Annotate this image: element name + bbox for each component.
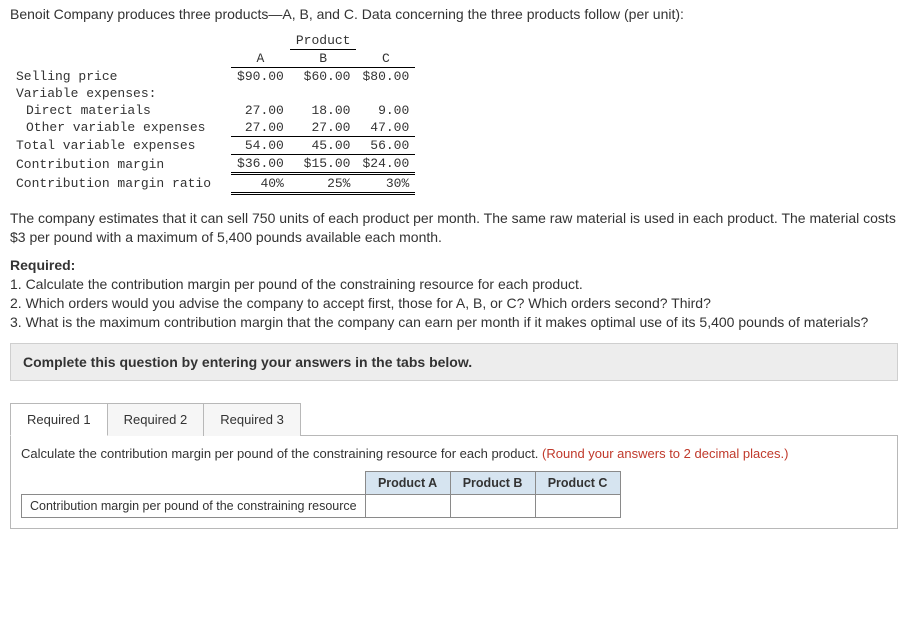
requirement-1: 1. Calculate the contribution margin per… xyxy=(10,275,898,294)
narrative-text: The company estimates that it can sell 7… xyxy=(10,209,898,247)
col-b: B xyxy=(290,50,357,68)
row-label: Contribution margin xyxy=(10,155,231,174)
col-c: C xyxy=(356,50,415,68)
row-label: Selling price xyxy=(10,68,231,86)
rounding-hint: (Round your answers to 2 decimal places.… xyxy=(542,446,788,461)
ans-col-b: Product B xyxy=(450,472,535,495)
row-label: Contribution margin ratio xyxy=(10,174,231,194)
row-label: Other variable expenses xyxy=(10,119,231,137)
input-product-c[interactable] xyxy=(535,495,620,518)
panel-instruction: Calculate the contribution margin per po… xyxy=(21,446,887,461)
tab-required-2[interactable]: Required 2 xyxy=(107,403,205,436)
tabs-row: Required 1 Required 2 Required 3 xyxy=(10,403,898,436)
tab-required-1[interactable]: Required 1 xyxy=(10,403,108,436)
ans-row-label: Contribution margin per pound of the con… xyxy=(22,495,366,518)
requirement-3: 3. What is the maximum contribution marg… xyxy=(10,313,898,332)
col-a: A xyxy=(231,50,290,68)
intro-text: Benoit Company produces three products—A… xyxy=(10,6,898,22)
product-data-table: Product A B C Selling price $90.00 $60.0… xyxy=(10,32,415,195)
requirement-2: 2. Which orders would you advise the com… xyxy=(10,294,898,313)
tab-required-3[interactable]: Required 3 xyxy=(203,403,301,436)
tab-panel-required-1: Calculate the contribution margin per po… xyxy=(10,435,898,529)
required-header: Required: xyxy=(10,257,898,273)
row-label: Variable expenses: xyxy=(10,85,231,102)
input-product-b[interactable] xyxy=(450,495,535,518)
answer-table: Product A Product B Product C Contributi… xyxy=(21,471,621,518)
row-label: Direct materials xyxy=(10,102,231,119)
ans-col-c: Product C xyxy=(535,472,620,495)
input-product-a[interactable] xyxy=(365,495,450,518)
instruction-bar: Complete this question by entering your … xyxy=(10,343,898,381)
product-group-header: Product xyxy=(290,32,357,50)
ans-col-a: Product A xyxy=(365,472,450,495)
requirements-list: 1. Calculate the contribution margin per… xyxy=(10,275,898,332)
row-label: Total variable expenses xyxy=(10,137,231,155)
